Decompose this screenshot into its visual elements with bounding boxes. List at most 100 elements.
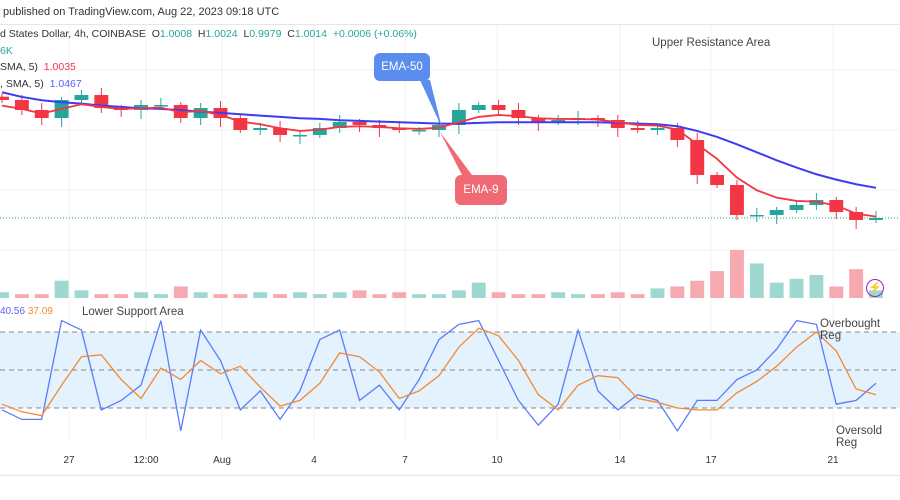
candle-body <box>511 110 526 118</box>
candle-body <box>74 95 89 100</box>
volume-bar <box>173 286 188 298</box>
ema50-callout: EMA-50 <box>374 53 430 81</box>
overbought-label: Overbought Reg <box>820 318 881 342</box>
ma1-legend: SMA, 5) 1.0035 <box>0 61 76 73</box>
x-tick-label: 14 <box>614 455 626 466</box>
ma1-value: 1.0035 <box>43 61 76 73</box>
high-value: 1.0024 <box>205 28 238 40</box>
change-value: +0.0006 (+0.06%) <box>332 28 417 40</box>
candle-body <box>710 175 725 185</box>
divider <box>0 475 900 476</box>
ema9-line <box>1 103 877 218</box>
volume-bar <box>273 294 288 298</box>
candle-body <box>253 128 268 130</box>
volume-bar <box>789 278 804 298</box>
volume-bar <box>34 294 49 298</box>
open-value: 1.0008 <box>159 28 193 40</box>
candle-body <box>312 128 327 135</box>
close-label: C <box>287 28 295 40</box>
x-tick-label: 4 <box>311 455 317 466</box>
volume-bar <box>134 292 148 298</box>
symbol-name: d States Dollar, 4h, COINBASE <box>0 28 146 40</box>
ma2-value: 1.0467 <box>49 78 82 90</box>
candle-body <box>14 100 29 110</box>
volume-bar <box>730 250 744 298</box>
ema50-line <box>1 91 877 189</box>
open-label: O <box>151 28 160 40</box>
volume-bar <box>193 292 208 298</box>
volume-bar <box>451 290 466 298</box>
volume-bar <box>332 292 347 298</box>
x-tick-label: 17 <box>705 455 717 466</box>
candle-body <box>610 120 625 128</box>
candle-body <box>293 135 307 137</box>
volume-bar <box>392 292 407 298</box>
volume-bar <box>531 294 546 298</box>
candle-body <box>352 122 367 125</box>
rsi-value: 40.56 <box>0 306 26 317</box>
volume-bar <box>233 294 248 298</box>
candle-body <box>193 108 208 118</box>
candle-body <box>730 185 744 215</box>
symbol-legend: d States Dollar, 4h, COINBASE O1.0008 H1… <box>0 28 417 40</box>
upper-resistance-label: Upper Resistance Area <box>652 37 771 49</box>
candle-body <box>690 140 705 175</box>
volume-bar <box>14 294 29 298</box>
volume-bar <box>571 294 585 298</box>
candle-body <box>273 128 288 135</box>
volume-bar <box>432 294 446 298</box>
volume-bar <box>749 263 764 298</box>
candle-body <box>769 210 784 215</box>
volume-bar <box>312 294 327 298</box>
volume-bar <box>352 290 367 298</box>
candle-body <box>531 118 546 122</box>
volume-bar <box>412 294 427 298</box>
candle-body <box>412 130 427 132</box>
x-tick-label: Aug <box>213 455 231 466</box>
ma2-legend: , SMA, 5) 1.0467 <box>0 78 82 90</box>
x-tick-label: 12:00 <box>133 455 159 466</box>
candle-body <box>332 122 347 128</box>
volume-bar <box>213 294 228 298</box>
volume-bar <box>491 292 506 298</box>
rsi-line <box>1 319 877 432</box>
candle-body <box>650 128 665 130</box>
volume-bar <box>809 274 824 298</box>
volume-bar <box>74 290 89 298</box>
volume-bar <box>650 288 665 298</box>
ema50-pointer <box>420 80 442 128</box>
volume-bar <box>94 294 109 298</box>
candle-body <box>0 96 9 100</box>
volume-bar <box>590 294 605 298</box>
candle-body <box>551 120 566 122</box>
volume-bar <box>630 294 645 298</box>
candle-body <box>789 205 804 210</box>
volume-bar <box>551 292 566 298</box>
candle-body <box>749 215 764 217</box>
x-tick-label: 27 <box>63 455 75 466</box>
volume-bar <box>372 294 387 298</box>
x-tick-label: 7 <box>402 455 408 466</box>
rsi-legend: 40.56 37.09 <box>0 306 53 317</box>
volume-bar <box>511 294 526 298</box>
ma2-label: , SMA, 5) <box>0 78 44 90</box>
oversold-label: Oversold Reg <box>836 425 883 449</box>
volume-legend: 6K <box>0 45 13 57</box>
volume-bar <box>670 286 685 298</box>
volume-bar <box>54 280 69 298</box>
candle-body <box>153 105 168 107</box>
lightning-icon[interactable]: ⚡ <box>866 279 884 297</box>
candle-body <box>630 128 645 130</box>
ema9-callout: EMA-9 <box>455 175 507 205</box>
volume-bar <box>293 292 307 298</box>
volume-bar <box>610 292 625 298</box>
volume-bar <box>690 280 705 298</box>
volume-bar <box>0 292 9 298</box>
x-tick-label: 21 <box>827 455 839 466</box>
volume-bar <box>710 271 725 298</box>
candle-body <box>491 105 506 110</box>
x-tick-label: 10 <box>491 455 503 466</box>
volume-bar <box>849 269 864 298</box>
low-label: L <box>243 28 250 40</box>
